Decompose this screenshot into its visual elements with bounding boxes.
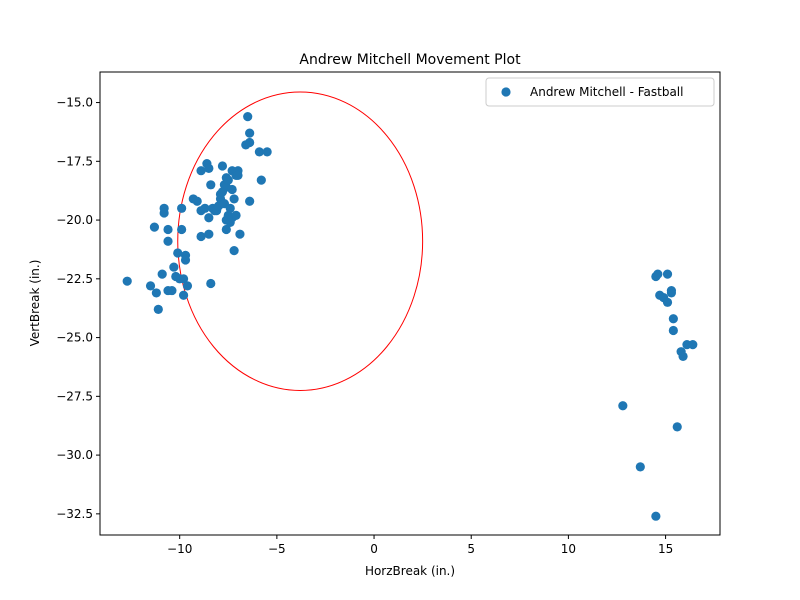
data-point (245, 128, 255, 138)
data-point (243, 112, 253, 122)
data-point (180, 255, 191, 265)
data-point (177, 224, 187, 235)
data-point (635, 462, 645, 472)
data-point (157, 269, 167, 279)
data-point (235, 229, 245, 239)
data-point (145, 281, 156, 291)
data-point (204, 213, 214, 223)
annotation-ellipse (177, 91, 424, 391)
y-axis-label: VertBreak (in.) (28, 260, 42, 347)
data-point (678, 351, 688, 361)
x-tick-label: 0 (370, 542, 378, 556)
data-point (169, 262, 179, 272)
data-point (122, 276, 132, 286)
data-point (206, 180, 216, 190)
data-point (149, 222, 160, 232)
data-point (231, 210, 241, 220)
x-tick-label: 15 (658, 542, 673, 556)
data-point (672, 422, 682, 432)
data-point (245, 196, 255, 206)
y-tick-label: −32.5 (56, 507, 93, 521)
data-point (217, 161, 228, 171)
y-tick-label: −27.5 (56, 389, 93, 403)
x-tick-label: −10 (167, 542, 192, 556)
legend-marker (501, 87, 511, 97)
data-point (668, 314, 678, 324)
data-point (206, 278, 216, 289)
data-point (159, 208, 169, 218)
data-point (204, 163, 214, 173)
data-point (229, 194, 239, 204)
x-tick-label: 5 (467, 542, 475, 556)
data-point (254, 147, 264, 157)
data-point (225, 203, 235, 213)
data-point (256, 175, 266, 185)
y-tick-label: −15.0 (56, 96, 93, 110)
plot-area: −10 −5 0 5 10 15 −15.0 −17.5 −20.0 −22.5 −25.0 −27.… (56, 71, 721, 556)
data-point (653, 269, 663, 279)
legend-box (485, 77, 715, 107)
data-point (173, 248, 183, 258)
y-tick-label: −25.0 (56, 331, 93, 345)
y-tick-label: −17.5 (56, 154, 93, 168)
data-point (200, 203, 210, 213)
data-point (233, 170, 243, 181)
data-point (151, 288, 161, 298)
legend-label: Andrew Mitchell - Fastball (530, 85, 683, 99)
data-point (227, 184, 237, 195)
data-point (262, 147, 272, 157)
y-tick-label: −20.0 (56, 213, 93, 227)
data-point (245, 137, 255, 148)
x-axis-label: HorzBreak (in.) (365, 564, 455, 578)
data-point (204, 229, 214, 239)
data-point (178, 274, 189, 284)
data-point (668, 325, 678, 336)
data-point (229, 246, 239, 256)
data-point (196, 166, 206, 176)
data-point (163, 236, 173, 246)
y-tick-label: −30.0 (56, 448, 93, 462)
x-tick-label: 10 (561, 542, 576, 556)
data-point (167, 285, 177, 296)
data-point (182, 281, 193, 291)
legend: Andrew Mitchell - Fastball (485, 77, 715, 107)
data-point (223, 175, 233, 185)
data-point (221, 224, 231, 235)
data-point (163, 224, 173, 235)
data-point (662, 269, 673, 279)
chart-title: Andrew Mitchell Movement Plot (299, 52, 521, 68)
data-point (662, 297, 673, 307)
data-point (178, 290, 189, 300)
axes-frame (99, 71, 721, 536)
data-point (177, 203, 187, 213)
data-point (688, 340, 698, 350)
x-tick-label: −5 (268, 542, 286, 556)
data-point (192, 196, 202, 206)
data-point (666, 285, 677, 296)
y-tick-label: −22.5 (56, 272, 93, 286)
data-point (196, 231, 206, 242)
data-point (618, 401, 628, 411)
data-point (651, 511, 661, 521)
data-point (153, 304, 163, 314)
